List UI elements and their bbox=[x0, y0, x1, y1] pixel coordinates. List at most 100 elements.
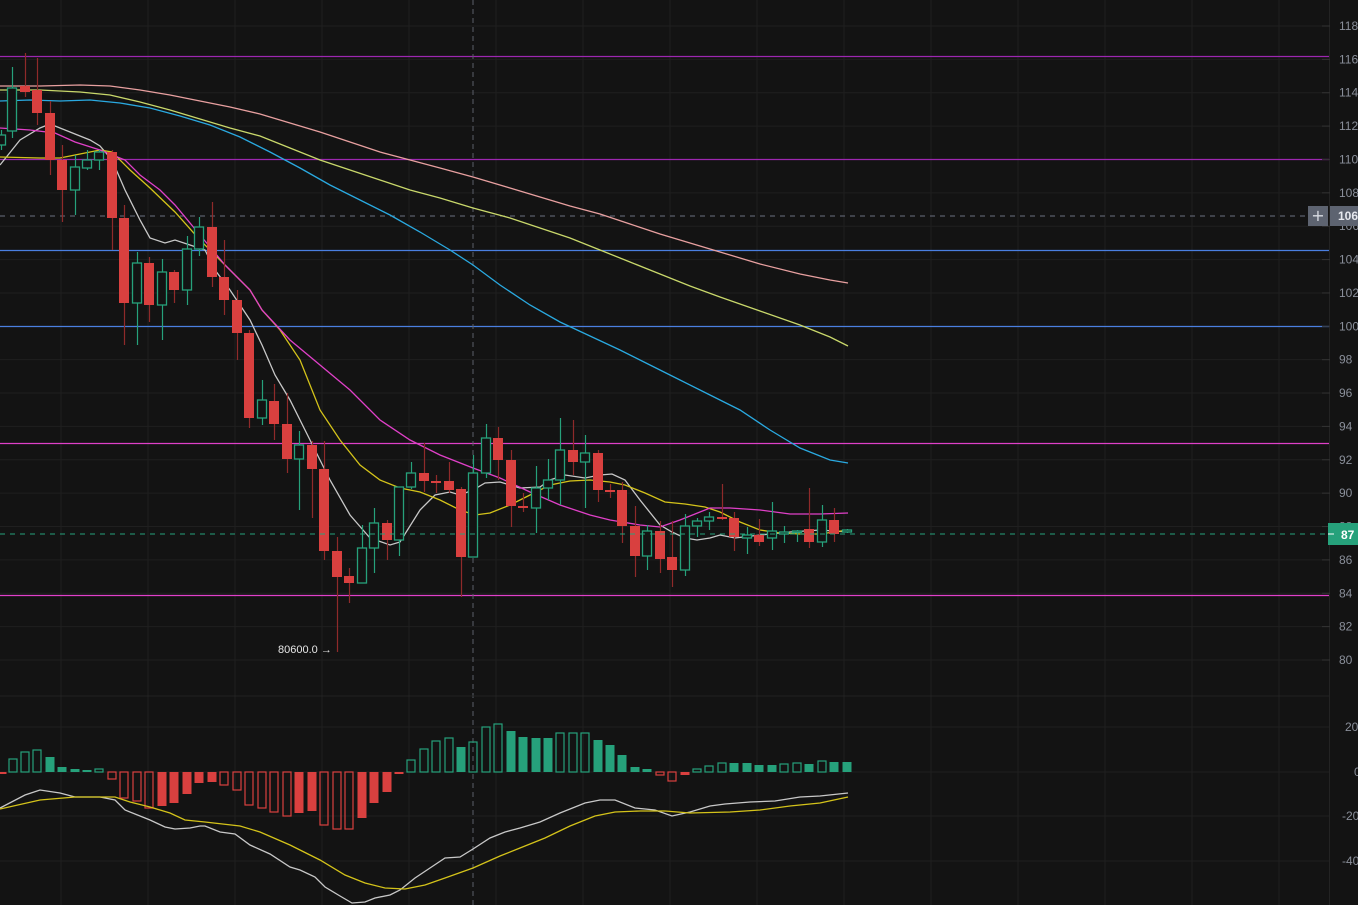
horizontal-levels[interactable] bbox=[0, 55, 1330, 597]
macd-histogram-bar bbox=[8, 758, 18, 773]
candle-body bbox=[69, 166, 81, 191]
price-axis-label: 116 bbox=[1339, 52, 1358, 66]
macd-histogram-bar bbox=[394, 772, 404, 774]
candle-body bbox=[93, 151, 105, 161]
price-axis-label: 84 bbox=[1339, 586, 1353, 600]
macd-histogram-bar bbox=[419, 748, 429, 773]
macd-histogram-bar bbox=[107, 771, 117, 780]
candle bbox=[81, 150, 93, 170]
candle bbox=[269, 384, 279, 440]
candle bbox=[691, 518, 703, 537]
candle-body bbox=[269, 401, 279, 424]
crosshair-price-tag[interactable]: + 106 bbox=[1308, 206, 1358, 226]
macd-histogram-bar bbox=[332, 771, 342, 830]
candle-body bbox=[344, 576, 354, 583]
candle-body bbox=[131, 262, 143, 304]
candle bbox=[282, 393, 292, 473]
candle-body bbox=[679, 525, 691, 571]
price-axis-label: 112 bbox=[1339, 119, 1358, 133]
macd-signal-line bbox=[0, 796, 849, 890]
candle bbox=[244, 330, 254, 428]
candle bbox=[667, 521, 677, 587]
plus-icon[interactable]: + bbox=[1311, 206, 1324, 225]
candle bbox=[431, 475, 441, 493]
candle-body bbox=[467, 472, 479, 558]
price-axis-label: 92 bbox=[1339, 453, 1353, 467]
candle-body bbox=[256, 399, 268, 419]
candle-body bbox=[754, 535, 764, 542]
macd-histogram-bar bbox=[829, 762, 839, 772]
macd-histogram-bar bbox=[269, 771, 279, 813]
candle bbox=[93, 150, 105, 170]
candle-body bbox=[382, 523, 392, 540]
candle-body bbox=[493, 438, 503, 460]
candle-body bbox=[617, 490, 627, 526]
macd-histogram-bar bbox=[0, 772, 7, 774]
macd-histogram-bar bbox=[754, 765, 764, 772]
macd-histogram-bar bbox=[468, 741, 478, 773]
candle-body bbox=[293, 444, 305, 460]
macd-histogram-bar bbox=[792, 762, 802, 773]
candle bbox=[456, 487, 466, 597]
candle bbox=[467, 455, 479, 558]
candle-body bbox=[419, 473, 429, 481]
candle-body bbox=[368, 522, 380, 549]
macd-histogram-bar bbox=[692, 768, 702, 773]
macd-histogram-bar bbox=[157, 772, 167, 806]
candle-body bbox=[741, 534, 753, 539]
candle bbox=[554, 418, 566, 505]
macd-histogram-bar bbox=[45, 757, 55, 772]
candle-body bbox=[630, 526, 640, 556]
candle bbox=[32, 58, 42, 125]
macd-histogram-bar bbox=[842, 762, 852, 772]
candle bbox=[69, 155, 81, 215]
candle-body bbox=[307, 445, 317, 469]
macd-histogram-bar bbox=[779, 763, 789, 773]
macd-histogram-bar bbox=[244, 771, 254, 806]
macd-histogram-bar bbox=[294, 772, 304, 813]
candle bbox=[617, 482, 627, 543]
macd-histogram-bar bbox=[555, 732, 565, 773]
macd-histogram-bar bbox=[481, 726, 491, 773]
macd-histogram-bar bbox=[531, 738, 541, 772]
candles bbox=[0, 53, 853, 652]
price-axis-label: 96 bbox=[1339, 386, 1353, 400]
macd-axis-label: 20 bbox=[1345, 720, 1358, 734]
candle-body bbox=[667, 557, 677, 570]
candle-body bbox=[456, 489, 466, 557]
macd-histogram-bar bbox=[219, 771, 229, 786]
candle bbox=[593, 450, 603, 502]
candle bbox=[307, 441, 317, 518]
crosshair-price-value: 106 bbox=[1338, 209, 1358, 223]
price-axis-label: 80 bbox=[1339, 653, 1353, 667]
candle-body bbox=[405, 472, 417, 488]
macd-histogram-bar bbox=[257, 771, 267, 809]
candle-body bbox=[169, 272, 179, 290]
candle-body bbox=[244, 333, 254, 418]
candle-body bbox=[156, 271, 168, 306]
candle-body bbox=[554, 449, 566, 481]
candle bbox=[57, 145, 67, 222]
macd-histogram-bar bbox=[804, 764, 814, 772]
candle bbox=[207, 202, 217, 287]
macd-histogram-bar bbox=[94, 768, 104, 773]
candle-body bbox=[282, 424, 292, 459]
candle-body bbox=[45, 113, 55, 160]
price-axis-label: 118 bbox=[1339, 19, 1358, 33]
candle bbox=[804, 488, 814, 548]
macd-histogram-bar bbox=[817, 760, 827, 773]
ma-line-ma50 bbox=[0, 127, 849, 528]
candle-body bbox=[57, 160, 67, 190]
macd-histogram-bar bbox=[282, 771, 292, 817]
add-alert-button[interactable] bbox=[1308, 206, 1328, 226]
candle-body bbox=[181, 248, 193, 291]
candle bbox=[568, 420, 578, 475]
candle bbox=[444, 462, 454, 493]
candle bbox=[542, 459, 554, 500]
macd-histogram-bar bbox=[20, 751, 30, 773]
price-axis[interactable]: 118 116 114 112 110 108 106 104 102 100 98 96 94 92 90… bbox=[1322, 19, 1358, 868]
candle-body bbox=[641, 530, 653, 557]
candle bbox=[6, 67, 18, 138]
